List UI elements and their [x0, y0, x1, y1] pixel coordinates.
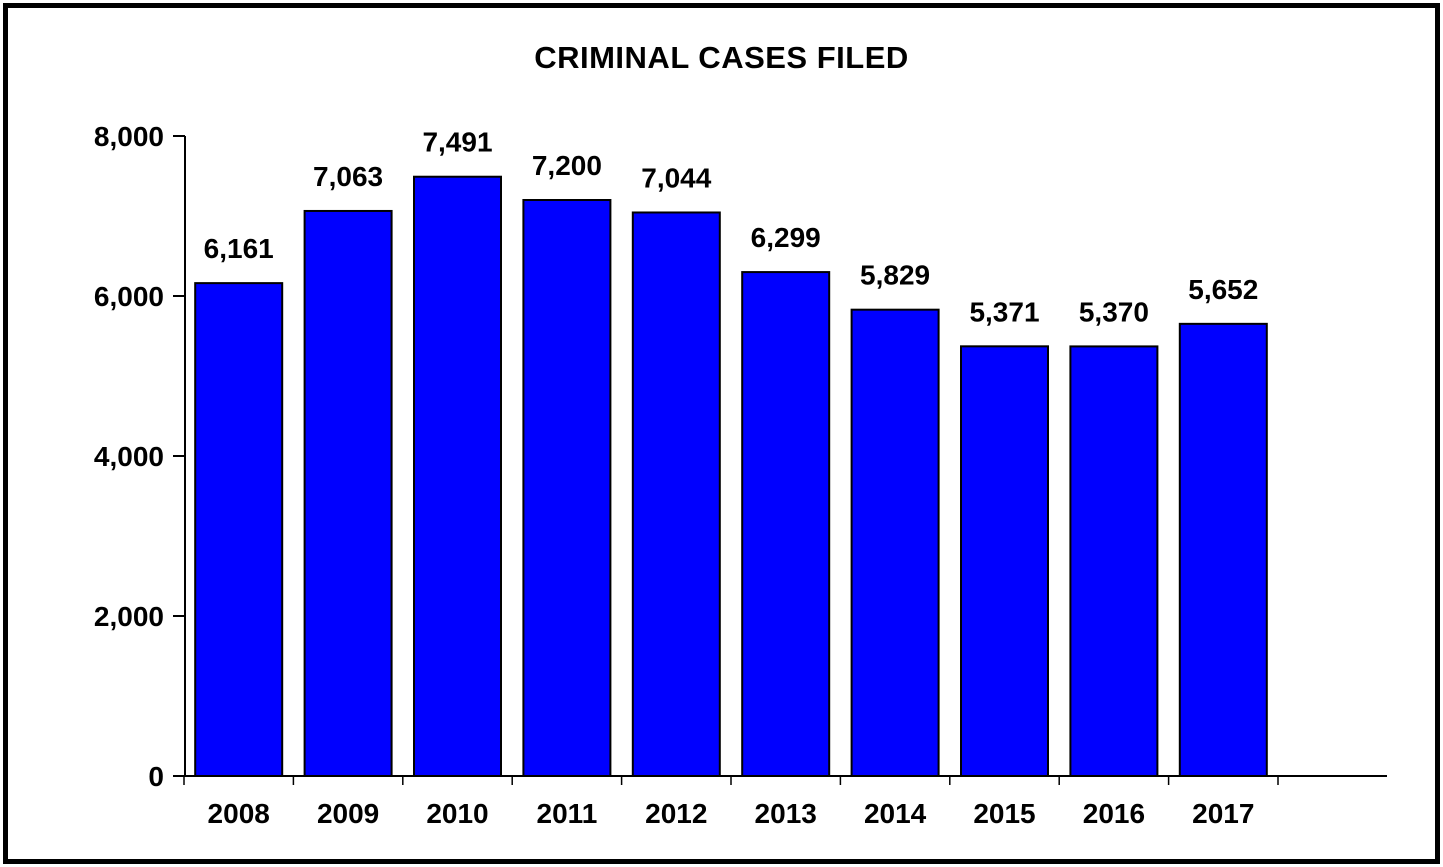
bar	[194, 282, 284, 777]
y-tick-label: 2,000	[94, 601, 164, 632]
bar	[850, 308, 940, 777]
data-label: 5,371	[969, 296, 1039, 327]
data-label: 6,299	[751, 222, 821, 253]
bar	[522, 199, 612, 777]
bar	[303, 209, 393, 777]
bar	[413, 175, 502, 778]
data-label: 5,370	[1079, 296, 1149, 327]
x-tick-label: 2010	[426, 798, 488, 829]
x-tick-label: 2009	[317, 798, 379, 829]
bar	[631, 211, 721, 778]
y-tick-label: 0	[148, 761, 164, 792]
x-tick-label: 2011	[537, 798, 598, 829]
x-tick-label: 2015	[973, 798, 1035, 829]
y-tick-label: 8,000	[94, 121, 164, 152]
data-label: 7,491	[422, 127, 492, 158]
bar	[741, 271, 831, 777]
bar	[960, 345, 1049, 777]
x-tick-label: 2014	[864, 798, 927, 829]
x-tick-label: 2017	[1192, 798, 1254, 829]
data-label: 7,063	[313, 161, 383, 192]
y-tick-label: 4,000	[94, 441, 164, 472]
bar	[1069, 345, 1159, 777]
data-label: 5,829	[860, 260, 930, 291]
x-tick-label: 2016	[1083, 798, 1145, 829]
x-tick-label: 2008	[208, 798, 270, 829]
bar	[1178, 322, 1268, 777]
x-tick-label: 2012	[645, 798, 707, 829]
data-label: 5,652	[1188, 274, 1258, 305]
data-label: 7,044	[641, 162, 711, 193]
data-label: 7,200	[532, 150, 602, 181]
data-label: 6,161	[204, 233, 274, 264]
x-tick-label: 2013	[755, 798, 817, 829]
chart-title: CRIMINAL CASES FILED	[534, 40, 909, 75]
y-tick-label: 6,000	[94, 281, 164, 312]
